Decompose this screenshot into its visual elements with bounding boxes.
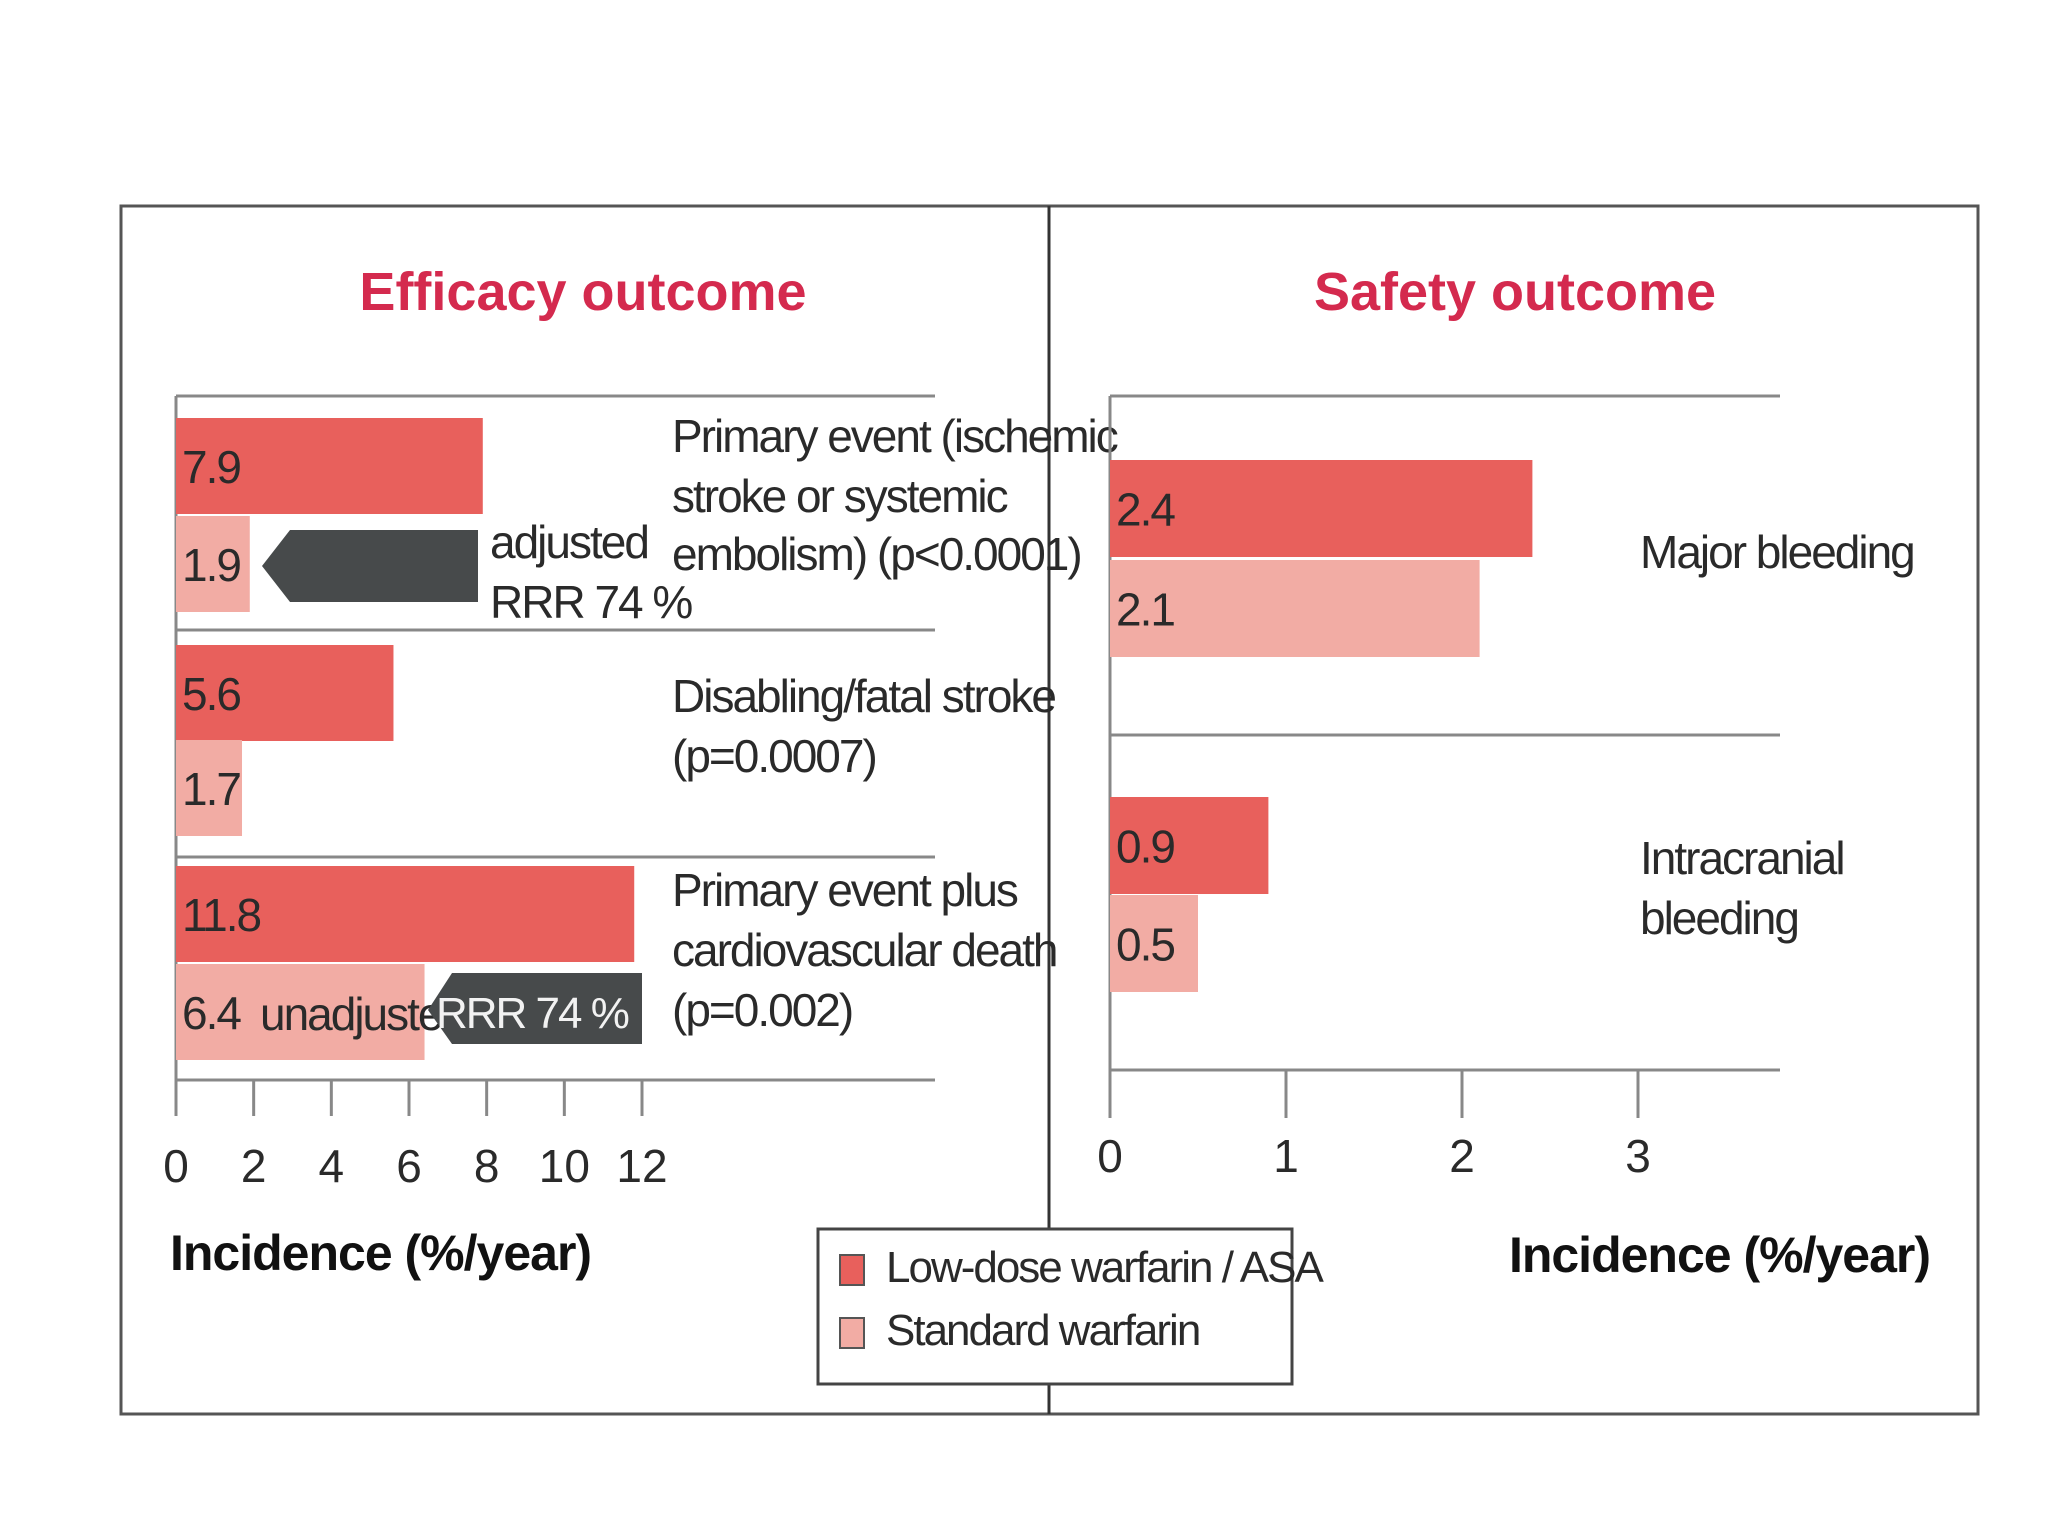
category-label: embolism) (p<0.0001) bbox=[672, 528, 1081, 580]
category-label: (p=0.002) bbox=[672, 984, 852, 1036]
x-tick-label: 2 bbox=[1449, 1130, 1475, 1182]
bar-low-dose bbox=[1110, 797, 1269, 894]
x-axis-label: Incidence (%/year) bbox=[170, 1225, 591, 1281]
bar-value-label: 2.1 bbox=[1116, 584, 1174, 636]
x-tick-label: 8 bbox=[474, 1140, 500, 1192]
category-label: Primary event (ischemic bbox=[672, 410, 1118, 462]
category-label: Intracranial bbox=[1640, 832, 1844, 884]
bar-value-label: 1.7 bbox=[182, 763, 240, 815]
legend-swatch bbox=[839, 1317, 865, 1349]
bar-low-dose bbox=[1110, 460, 1533, 557]
legend-box bbox=[816, 1227, 1294, 1386]
bar-standard bbox=[176, 740, 243, 836]
bar-value-label: 0.5 bbox=[1116, 919, 1174, 971]
bar-value-label: 11.8 bbox=[182, 889, 261, 941]
category-label: bleeding bbox=[1640, 892, 1798, 944]
rrr-arrow bbox=[428, 973, 642, 1044]
x-tick-label: 0 bbox=[163, 1140, 189, 1192]
x-tick-label: 2 bbox=[241, 1140, 267, 1192]
bar-low-dose bbox=[176, 645, 394, 741]
annotation-rrr-unadjusted: RRR 74 % bbox=[436, 989, 629, 1038]
bar-value-label: 5.6 bbox=[182, 668, 240, 720]
safety-panel: Safety outcome 2.4 0.9 2.1 0.5 Major bleeding… bbox=[1097, 262, 1931, 1283]
x-tick-label: 1 bbox=[1273, 1130, 1299, 1182]
bar-low-dose bbox=[176, 866, 635, 962]
category-label: cardiovascular death bbox=[672, 924, 1056, 976]
x-tick-label: 3 bbox=[1625, 1130, 1651, 1182]
bar-value-label: 6.4 bbox=[182, 987, 241, 1039]
category-label: Major bleeding bbox=[1640, 526, 1914, 578]
legend: Low-dose warfarin / ASA Standard warfarin bbox=[816, 1227, 1326, 1386]
category-label: Disabling/fatal stroke bbox=[672, 670, 1055, 722]
chart-title: Efficacy outcome bbox=[359, 262, 806, 322]
annotation-rrr: RRR 74 % bbox=[490, 576, 692, 628]
x-tick-label: 0 bbox=[1097, 1130, 1123, 1182]
category-label: (p=0.0007) bbox=[672, 730, 876, 782]
category-label: stroke or systemic bbox=[672, 470, 1008, 522]
bar-standard bbox=[1110, 560, 1480, 657]
legend-swatch bbox=[839, 1254, 865, 1286]
x-tick-label: 4 bbox=[319, 1140, 345, 1192]
category-label: Primary event plus bbox=[672, 864, 1018, 916]
bar-standard bbox=[176, 964, 425, 1060]
bar-value-label: 0.9 bbox=[1116, 821, 1174, 873]
x-axis-label: Incidence (%/year) bbox=[1509, 1227, 1930, 1283]
bar-value-label: 2.4 bbox=[1116, 484, 1175, 536]
x-tick-label: 12 bbox=[616, 1140, 667, 1192]
efficacy-panel: Efficacy outcome 7.9 5.6 11.8 1.9 1.7 6.4 Prima… bbox=[163, 262, 1120, 1281]
chart-title: Safety outcome bbox=[1314, 262, 1716, 322]
bar-low-dose bbox=[176, 418, 483, 514]
legend-item-label: Standard warfarin bbox=[886, 1306, 1199, 1355]
rrr-arrow bbox=[262, 530, 478, 602]
x-tick-label: 10 bbox=[539, 1140, 590, 1192]
chart-frame bbox=[119, 204, 1980, 1416]
x-tick-label: 6 bbox=[396, 1140, 422, 1192]
bar-value-label: 1.9 bbox=[182, 539, 240, 591]
bar-standard bbox=[176, 516, 250, 612]
legend-item-label: Low-dose warfarin / ASA bbox=[886, 1243, 1324, 1292]
annotation-adjusted: adjusted bbox=[490, 516, 648, 568]
bar-value-label: 7.9 bbox=[182, 441, 240, 493]
bar-standard bbox=[1110, 895, 1198, 992]
